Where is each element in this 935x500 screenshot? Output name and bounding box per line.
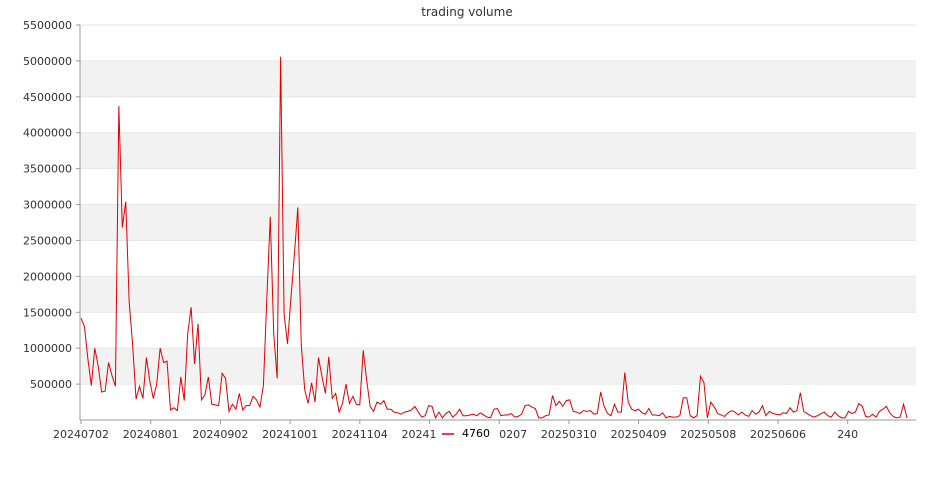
- x-tick-label: 20250310: [541, 428, 597, 441]
- x-tick-label: 20241104: [332, 428, 388, 441]
- y-tick-label: 1500000: [23, 306, 72, 319]
- gridlines: [80, 24, 916, 385]
- y-tick-label: 2500000: [23, 234, 72, 247]
- y-tick-label: 5000000: [23, 55, 72, 68]
- y-tick-label: 3500000: [23, 163, 72, 176]
- x-tick-label: 20250508: [680, 428, 736, 441]
- x-tick-label: 20240702: [53, 428, 109, 441]
- y-tick-label: 1000000: [23, 342, 72, 355]
- y-tick-label: 3000000: [23, 199, 72, 212]
- y-tick-label: 5500000: [23, 19, 72, 32]
- x-tick-label: 240: [837, 428, 858, 441]
- series-layer: [80, 56, 908, 420]
- grid-band: [80, 132, 916, 169]
- grid-bands: [80, 60, 916, 385]
- legend-background: [437, 425, 499, 441]
- x-tick-label: 20250409: [611, 428, 667, 441]
- grid-band: [80, 348, 916, 385]
- legend: 4760: [437, 425, 499, 441]
- y-tick-label: 500000: [30, 378, 72, 391]
- y-axis: 500000 1000000 1500000 2000000 2500000 300000…: [23, 19, 81, 420]
- x-axis: 20240702 20240801 20240902 20241001 20241104…: [53, 419, 916, 441]
- y-tick-label: 2000000: [23, 270, 72, 283]
- grid-band: [80, 60, 916, 97]
- x-tick-label: 20250606: [750, 428, 806, 441]
- y-tick-label: 4000000: [23, 127, 72, 140]
- grid-band: [80, 204, 916, 241]
- x-tick-label: 20240902: [192, 428, 248, 441]
- chart-title: trading volume: [421, 5, 512, 19]
- y-tick-label: 4500000: [23, 91, 72, 104]
- legend-label: 4760: [462, 427, 490, 440]
- x-tick-label: 20241001: [262, 428, 318, 441]
- grid-band: [80, 276, 916, 313]
- x-tick-label: 20240801: [123, 428, 179, 441]
- series-line-4760: [80, 56, 908, 420]
